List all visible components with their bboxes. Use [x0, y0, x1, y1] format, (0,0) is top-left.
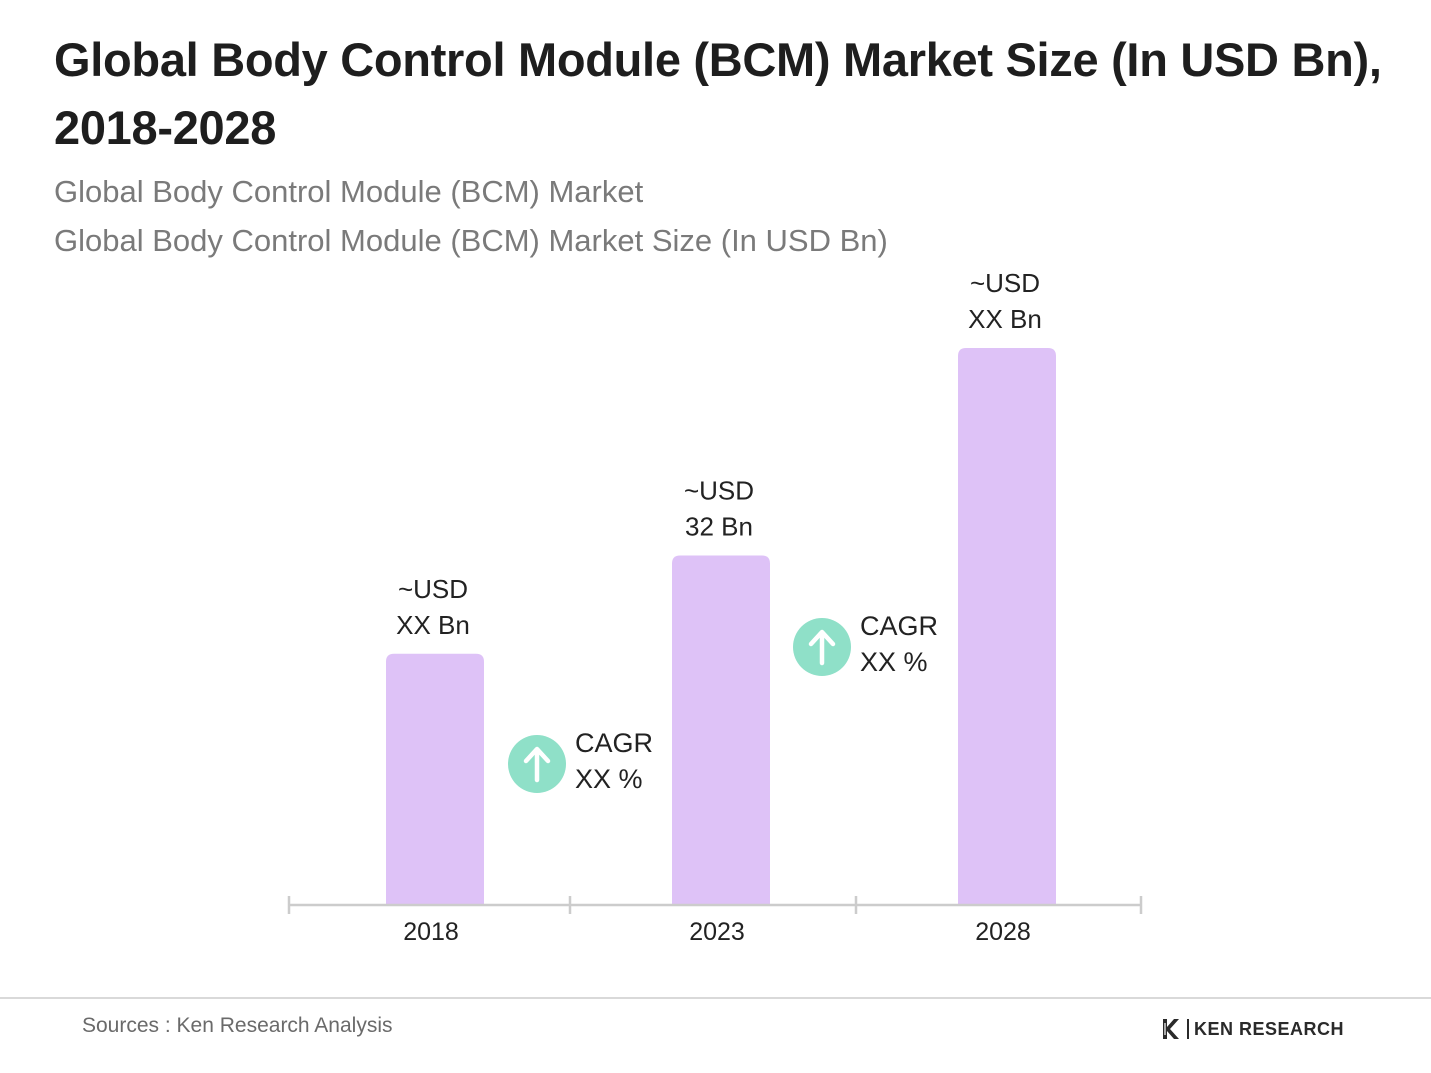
footer-divider	[0, 997, 1431, 999]
chart-title: Global Body Control Module (BCM) Market …	[54, 33, 1382, 154]
x-tick-label-2018: 2018	[403, 918, 459, 946]
chart-subtitle-metric: Global Body Control Module (BCM) Market …	[54, 223, 888, 258]
cagr-annotation: CAGR XX %	[793, 611, 938, 677]
x-tick-label-2028: 2028	[975, 918, 1031, 946]
bar-value-label-2023: ~USD	[684, 476, 754, 506]
ken-research-logo: KEN RESEARCH	[1160, 1016, 1344, 1042]
bar-chart: ~USD XX Bn 2018 ~USD 32 Bn 2023 ~USD XX Bn 2028 C…	[287, 268, 1143, 946]
bar-2018	[386, 653, 484, 905]
cagr-label: CAGR	[860, 611, 938, 641]
cagr-label: XX %	[860, 647, 928, 677]
ken-research-logo-icon	[1163, 1019, 1179, 1039]
bar-2028	[958, 348, 1056, 905]
bar-value-label-2018: ~USD	[398, 574, 468, 604]
cagr-label: XX %	[575, 764, 643, 794]
bar-value-label-2018: XX Bn	[396, 610, 470, 640]
logo-wordmark: KEN RESEARCH	[1194, 1018, 1345, 1039]
cagr-annotation: CAGR XX %	[508, 728, 653, 794]
arrow-up-icon	[808, 629, 836, 666]
sources-note: Sources : Ken Research Analysis	[82, 1014, 393, 1037]
logo-separator	[1187, 1019, 1189, 1039]
bar-2023	[672, 555, 770, 905]
bar-value-label-2028: ~USD	[970, 268, 1040, 298]
bar-value-label-2023: 32 Bn	[685, 512, 753, 542]
x-tick-label-2023: 2023	[689, 918, 745, 946]
cagr-label: CAGR	[575, 728, 653, 758]
bar-value-label-2028: XX Bn	[968, 304, 1042, 334]
arrow-up-icon	[523, 746, 551, 783]
chart-subtitle: Global Body Control Module (BCM) Market	[54, 174, 644, 209]
